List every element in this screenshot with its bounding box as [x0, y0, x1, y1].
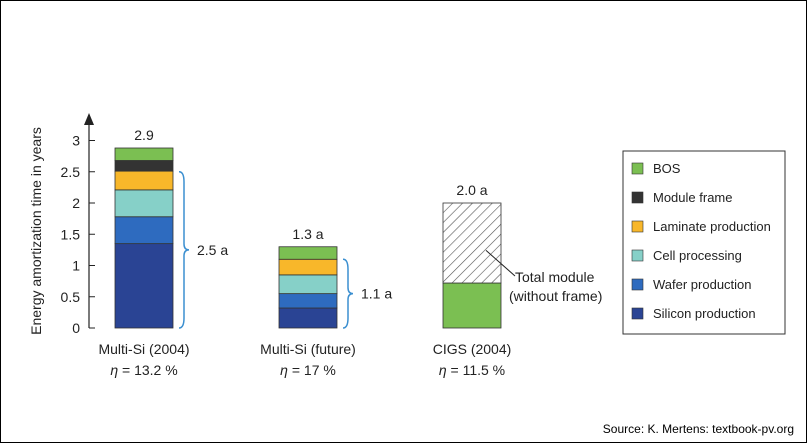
- bracket-label-1: 1.1 a: [361, 286, 392, 302]
- bar-segment-bos-2: [442, 282, 502, 329]
- y-axis-arrow: [84, 113, 94, 125]
- category-label-1: Multi-Si (future): [260, 341, 356, 357]
- y-tick-label-5: 2.5: [61, 164, 81, 180]
- bar-segment-cell-processing-1: [278, 274, 338, 295]
- y-tick-label-4: 2: [72, 195, 80, 211]
- legend-label-3: Cell processing: [653, 248, 742, 263]
- y-tick-label-1: 0.5: [61, 289, 81, 305]
- legend-swatch-1: [631, 191, 644, 204]
- category-efficiency-0: η = 13.2 %: [110, 362, 177, 378]
- bar-segment-total-module-without-frame--2: [442, 202, 502, 284]
- legend-box: [622, 150, 786, 335]
- annotation-leader-line: [485, 250, 516, 277]
- annotation-line1: Total module: [515, 269, 595, 285]
- annotation-line2: (without frame): [509, 288, 602, 304]
- bar-segment-silicon-production-1: [278, 307, 338, 329]
- bar-segment-wafer-production-1: [278, 293, 338, 309]
- legend-label-2: Laminate production: [653, 219, 771, 234]
- legend-swatch-5: [631, 307, 644, 320]
- legend-label-0: BOS: [653, 161, 681, 176]
- category-efficiency-1: η = 17 %: [280, 362, 336, 378]
- legend-swatch-4: [631, 278, 644, 291]
- bar-segment-cell-processing-0: [114, 189, 174, 218]
- legend: BOS Module frame Laminate production Cell p…: [622, 150, 786, 335]
- bar-segment-laminate-production-1: [278, 258, 338, 276]
- y-tick-label-2: 1: [72, 258, 80, 274]
- legend-swatch-3: [631, 249, 644, 262]
- category-label-2: CIGS (2004): [433, 341, 512, 357]
- bar-segment-silicon-production-0: [114, 243, 174, 329]
- legend-label-1: Module frame: [653, 190, 732, 205]
- legend-swatch-0: [631, 162, 644, 175]
- y-tick-label-0: 0: [72, 320, 80, 336]
- legend-label-4: Wafer production: [653, 277, 752, 292]
- y-tick-label-3: 1.5: [61, 226, 81, 242]
- legend-label-5: Silicon production: [653, 306, 756, 321]
- y-axis-label: Energy amortization time in years: [28, 127, 44, 335]
- bar-segment-bos-1: [278, 246, 338, 260]
- bar-total-label-1: 1.3 a: [292, 226, 323, 242]
- legend-swatch-2: [631, 220, 644, 233]
- plot-area: 0 0.5 1 1.5 2 2.5 3 2.9 Multi-Si (2004) η = 13.2 …: [61, 113, 602, 378]
- y-tick-label-6: 3: [72, 133, 80, 149]
- bar-segment-bos-0: [114, 147, 174, 161]
- bracket-1: [342, 258, 354, 329]
- bar-segment-module-frame-0: [114, 160, 174, 172]
- source-credit: Source: K. Mertens: textbook-pv.org: [602, 422, 794, 436]
- category-efficiency-2: η = 11.5 %: [439, 362, 505, 378]
- bar-total-label-0: 2.9: [134, 127, 154, 143]
- bar-total-label-2: 2.0 a: [456, 182, 487, 198]
- bar-segment-laminate-production-0: [114, 170, 174, 191]
- category-label-0: Multi-Si (2004): [98, 341, 189, 357]
- bracket-0: [178, 171, 190, 329]
- bar-segment-wafer-production-0: [114, 216, 174, 245]
- bracket-label-0: 2.5 a: [197, 242, 228, 258]
